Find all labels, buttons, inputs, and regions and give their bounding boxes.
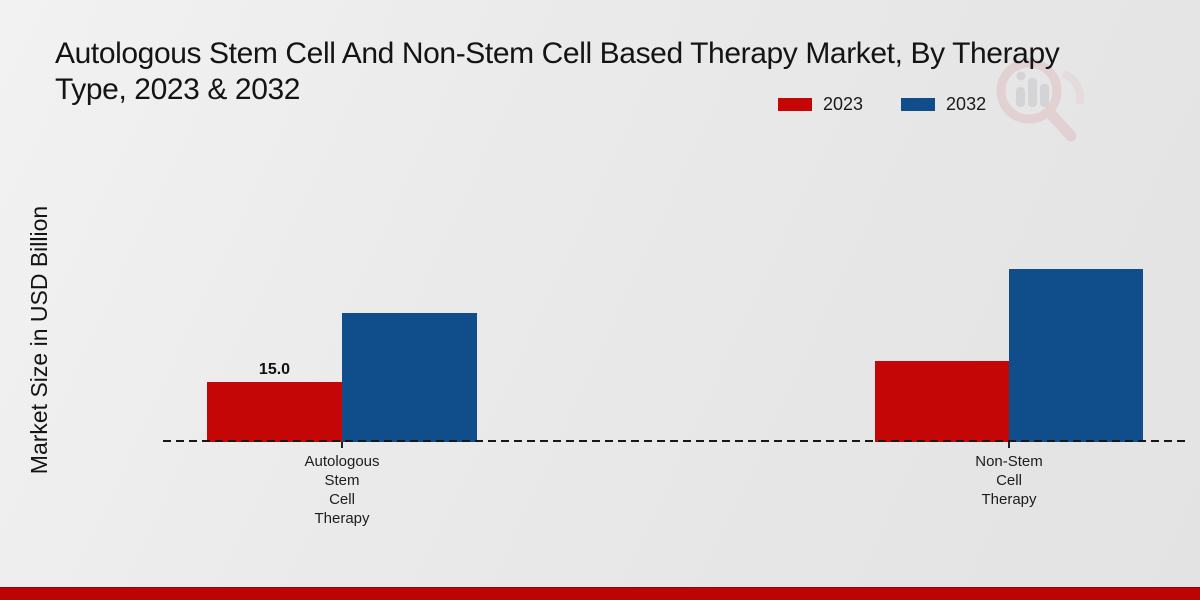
category-label-line: Therapy [314,510,370,527]
bar-col-2023-autologous-stem-cell-therapy: 15.0 [207,361,342,442]
category-label-line: Cell [996,472,1022,489]
chart-title-line2: Type, 2023 & 2032 [55,73,301,106]
bar-group-non-stem-cell-therapy [875,269,1143,442]
bar-col-2032-autologous-stem-cell-therapy [342,313,477,442]
legend-label-2032: 2032 [946,94,987,114]
legend-swatch-2032 [901,98,936,111]
bar-value-label-2023-autologous-stem-cell-therapy: 15.0 [258,361,291,378]
legend-item-2032: 2032 [901,94,986,115]
x-axis-tick-non-stem-cell-therapy [1008,442,1010,448]
legend-swatch-2023 [778,98,812,111]
bar-2023-non-stem-cell-therapy [875,361,1009,442]
zero-baseline [163,440,1190,442]
x-axis-category-label-non-stem-cell-therapy: Non-Stem Cell Therapy [899,452,1119,509]
y-axis-label: Market Size in USD Billion [26,205,52,475]
category-label-line: Therapy [981,491,1037,508]
legend-label-2023: 2023 [823,94,864,114]
x-axis-tick-autologous-stem-cell-therapy [341,442,343,448]
chart-title: Autologous Stem Cell And Non-Stem Cell B… [55,36,1060,108]
bar-group-autologous-stem-cell-therapy: 15.0 [207,313,477,442]
bar-2023-autologous-stem-cell-therapy [207,382,342,442]
bar-col-2032-non-stem-cell-therapy [1009,269,1143,442]
category-label-line: Cell [329,491,355,508]
legend-item-2023: 2023 [778,94,863,115]
footer-accent-bar [0,587,1200,600]
legend: 2023 2032 [778,94,986,115]
category-label-line: Autologous [304,453,380,470]
category-label-line: Non-Stem [975,453,1043,470]
category-label-line: Stem [324,472,360,489]
x-axis-category-label-autologous-stem-cell-therapy: Autologous Stem Cell Therapy [232,452,452,528]
magnifier-bar-chart-logo-icon [996,58,1085,142]
bar-2032-non-stem-cell-therapy [1009,269,1143,442]
chart-title-line1: Autologous Stem Cell And Non-Stem Cell B… [55,37,1060,70]
bar-col-2023-non-stem-cell-therapy [875,361,1009,442]
bar-2032-autologous-stem-cell-therapy [342,313,477,442]
